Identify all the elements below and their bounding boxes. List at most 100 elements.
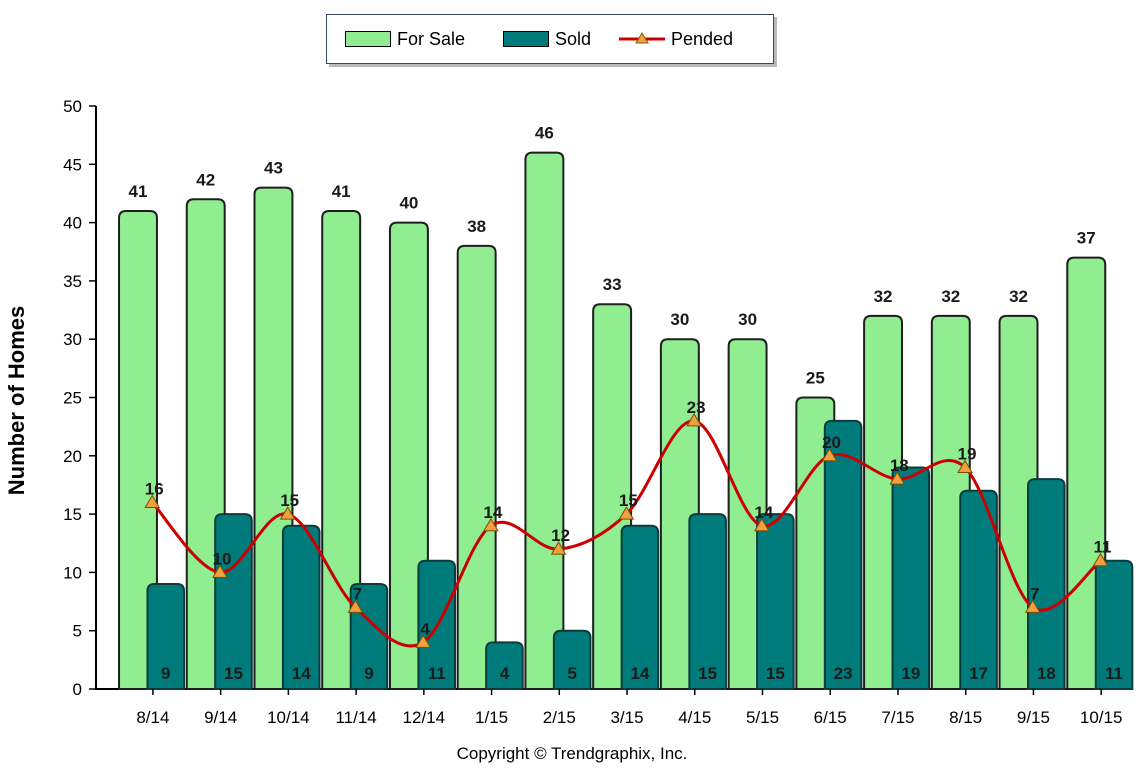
label-pended: 4 [420,619,430,638]
legend-item-for-sale: For Sale [345,27,465,51]
legend-item-pended: Pended [619,27,733,51]
label-pended: 7 [353,584,362,603]
label-pended: 15 [619,491,638,510]
bar-sold [688,513,727,690]
y-tick-label: 20 [63,447,82,466]
bar-sold [620,524,660,690]
y-tick-label: 30 [63,330,82,349]
y-tick-label: 5 [73,622,82,641]
label-for-sale: 46 [535,124,554,143]
x-tick-label: 7/15 [881,708,914,727]
label-pended: 12 [551,526,570,545]
x-tick-label: 6/15 [814,708,847,727]
label-sold: 14 [292,664,311,683]
pended-marker [889,471,906,485]
y-tick-label: 15 [63,505,82,524]
pended-marker [212,564,228,578]
label-pended: 14 [483,503,502,522]
y-tick-label: 50 [63,97,82,116]
bar-sold [959,489,998,690]
bar-sold [146,583,186,690]
bar-sold [891,466,931,690]
label-sold: 17 [969,664,988,683]
pended-marker [483,517,499,532]
label-sold: 14 [630,664,649,683]
y-tick-label: 35 [63,272,82,291]
bar-for-sale [321,209,362,690]
label-for-sale: 43 [264,159,283,178]
pended-marker [279,506,296,520]
legend-label-sold: Sold [555,28,592,49]
pended-marker [144,494,161,508]
bar-sold [281,524,321,690]
label-for-sale: 33 [603,275,622,294]
x-tick-label: 10/15 [1080,708,1123,727]
label-pended: 14 [754,503,773,522]
bar-for-sale [118,209,158,690]
legend-label-pended: Pended [671,28,734,49]
pended-marker [957,459,973,473]
legend-swatch-for-sale [345,31,391,47]
x-tick-label: 4/15 [678,708,711,727]
label-for-sale: 41 [332,182,351,201]
label-for-sale: 38 [467,217,486,236]
label-for-sale: 30 [738,310,757,329]
label-sold: 15 [224,664,243,683]
pended-marker [618,506,635,520]
pended-marker [415,634,432,648]
label-pended: 18 [890,456,909,475]
bar-sold [756,513,795,690]
label-pended: 7 [1030,584,1039,603]
x-tick-label: 1/15 [475,708,508,727]
legend-swatch-sold [503,31,549,47]
bar-sold [823,419,863,690]
legend-swatch-pended [619,32,665,44]
pended-marker [1024,599,1041,613]
bar-sold [552,629,592,690]
bar-for-sale [524,151,565,690]
pended-marker [1092,552,1109,567]
label-for-sale: 30 [670,310,689,329]
x-tick-label: 3/15 [610,708,643,727]
label-sold: 23 [834,664,853,683]
pended-marker [347,599,364,613]
bar-sold [485,641,524,690]
label-sold: 15 [766,664,785,683]
label-pended: 20 [822,433,841,452]
label-for-sale: 40 [399,194,418,213]
label-sold: 9 [161,664,170,683]
legend-item-sold: Sold [503,27,591,51]
label-pended: 23 [687,398,706,417]
bar-sold [1027,478,1066,690]
label-sold: 5 [567,664,576,683]
label-sold: 15 [698,664,717,683]
x-tick-label: 11/14 [335,708,376,727]
x-tick-label: 12/14 [403,708,446,727]
bar-for-sale [456,244,497,690]
label-sold: 11 [428,664,446,683]
pended-line [151,419,1102,648]
label-sold: 11 [1105,664,1123,683]
label-for-sale: 32 [1009,287,1028,306]
y-axis-title: Number of Homes [4,306,29,495]
label-pended: 15 [280,491,299,510]
y-tick-label: 0 [73,680,82,699]
x-tick-label: 9/14 [204,708,237,727]
label-for-sale: 25 [806,369,825,388]
x-tick-label: 9/15 [1017,708,1050,727]
legend-label-for-sale: For Sale [397,28,466,49]
pended-marker [821,447,838,462]
label-for-sale: 32 [941,287,960,306]
x-tick-label: 8/15 [949,708,982,727]
pended-marker [550,541,567,555]
label-pended: 11 [1093,538,1111,557]
x-tick-label: 2/15 [543,708,576,727]
x-tick-label: 8/14 [136,708,169,727]
bar-sold [214,513,253,690]
label-sold: 4 [500,664,510,683]
label-sold: 18 [1037,664,1056,683]
label-pended: 19 [958,444,977,463]
pended-marker [686,412,702,427]
label-for-sale: 42 [196,170,215,189]
